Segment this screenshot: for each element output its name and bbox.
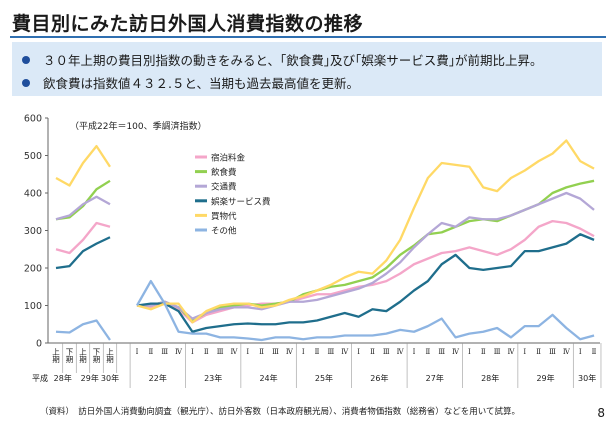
x-tick-label: Ⅳ bbox=[563, 348, 571, 356]
x-tick-label: 上期 bbox=[78, 348, 87, 365]
x-tick-label: Ⅰ bbox=[413, 348, 416, 356]
x-tick-label: 下期 bbox=[92, 348, 101, 365]
summary-bullet-2: 飲食費は指数値４３２.５と、当期も過去最高値を更新。 bbox=[22, 73, 359, 92]
x-tick-label: Ⅳ bbox=[286, 348, 294, 356]
x-group-label: 27年 bbox=[426, 373, 444, 383]
summary-bullet-2-text: 飲食費は指数値４３２.５と、当期も過去最高値を更新。 bbox=[43, 76, 359, 91]
bullet-dot-icon bbox=[22, 79, 30, 87]
legend-label: その他 bbox=[211, 226, 237, 237]
summary-bullet-1: ３０年上期の費目別指数の動きをみると、｢飲食費｣及び｢娯楽サービス費｣が前期比上… bbox=[22, 50, 543, 69]
x-tick-label: Ⅰ bbox=[191, 348, 194, 356]
x-group-label: 28年 bbox=[54, 373, 72, 383]
y-tick-label: 300 bbox=[24, 226, 42, 237]
summary-box: ３０年上期の費目別指数の動きをみると、｢飲食費｣及び｢娯楽サービス費｣が前期比上… bbox=[12, 42, 602, 96]
legend-label: 交通費 bbox=[211, 182, 237, 193]
chart-note: （平成22年＝100、季調済指数） bbox=[70, 120, 207, 132]
x-tick-label: Ⅱ bbox=[148, 348, 153, 356]
y-tick-label: 100 bbox=[24, 301, 42, 312]
slide-title: 費目別にみた訪日外国人消費指数の推移 bbox=[12, 13, 364, 35]
source-note: （資料） 訪日外国人消費動向調査（観光庁）、訪日外客数（日本政府観光局）、消費者… bbox=[40, 407, 521, 417]
x-group-label: 29年 bbox=[81, 373, 99, 383]
y-tick-label: 200 bbox=[24, 264, 42, 275]
x-group-label: 23年 bbox=[204, 373, 222, 383]
x-tick-label: Ⅱ bbox=[425, 348, 430, 356]
legend-label: 買物代 bbox=[211, 211, 237, 222]
x-tick-label: Ⅲ bbox=[272, 348, 279, 356]
x-tick-label: 上期 bbox=[51, 348, 60, 365]
x-tick-label: Ⅲ bbox=[383, 348, 390, 356]
legend-label: 宿泊料金 bbox=[211, 153, 246, 164]
x-tick-label: Ⅳ bbox=[230, 348, 238, 356]
x-group-label: 29年 bbox=[536, 373, 554, 383]
x-tick-label: Ⅳ bbox=[175, 348, 183, 356]
x-tick-label: Ⅱ bbox=[536, 348, 541, 356]
series-line-halfyear bbox=[55, 195, 111, 221]
x-group-label: 30年 bbox=[578, 373, 596, 383]
x-tick-label: Ⅳ bbox=[452, 348, 460, 356]
x-tick-label: Ⅱ bbox=[370, 348, 375, 356]
series-line-halfyear bbox=[55, 236, 111, 270]
series-line-quarterly bbox=[136, 139, 595, 324]
series-line-halfyear bbox=[55, 144, 111, 187]
x-tick-label: Ⅲ bbox=[161, 348, 168, 356]
x-tick-label: Ⅱ bbox=[592, 348, 597, 356]
x-group-label: 28年 bbox=[481, 373, 499, 383]
legend-label: 飲食費 bbox=[211, 167, 237, 178]
x-tick-label: Ⅱ bbox=[481, 348, 486, 356]
x-group-label: 22年 bbox=[149, 373, 167, 383]
x-tick-label: Ⅳ bbox=[397, 348, 405, 356]
x-tick-label: Ⅲ bbox=[549, 348, 556, 356]
title-underline bbox=[10, 36, 606, 38]
series-line-quarterly bbox=[137, 191, 595, 320]
x-tick-label: Ⅳ bbox=[341, 348, 349, 356]
series-line-halfyear bbox=[55, 221, 111, 255]
x-tick-label: 上期 bbox=[105, 348, 114, 365]
x-tick-label: Ⅰ bbox=[302, 348, 305, 356]
x-tick-label: Ⅱ bbox=[315, 348, 320, 356]
series-line-quarterly bbox=[136, 279, 595, 342]
series-line-halfyear bbox=[55, 319, 111, 341]
x-group-label: 25年 bbox=[315, 373, 333, 383]
x-tick-label: Ⅰ bbox=[523, 348, 526, 356]
page-number: 8 bbox=[597, 406, 605, 420]
x-tick-label: Ⅱ bbox=[204, 348, 209, 356]
x-group-label: 24年 bbox=[259, 373, 277, 383]
x-tick-label: Ⅳ bbox=[507, 348, 515, 356]
series-line-quarterly bbox=[136, 233, 595, 333]
legend-label: 娯楽サービス費 bbox=[211, 196, 271, 207]
x-tick-label: Ⅱ bbox=[259, 348, 264, 356]
x-group-label: 30年 bbox=[101, 373, 119, 383]
x-tick-label: Ⅰ bbox=[246, 348, 249, 356]
y-tick-label: 0 bbox=[36, 339, 42, 350]
x-tick-label: Ⅲ bbox=[438, 348, 445, 356]
x-tick-label: Ⅰ bbox=[357, 348, 360, 356]
x-tick-label: Ⅲ bbox=[494, 348, 501, 356]
y-tick-label: 400 bbox=[24, 189, 42, 200]
y-tick-label: 500 bbox=[24, 151, 42, 162]
summary-bullet-1-text: ３０年上期の費目別指数の動きをみると、｢飲食費｣及び｢娯楽サービス費｣が前期比上… bbox=[43, 53, 543, 68]
x-tick-label: 下期 bbox=[65, 348, 74, 365]
x-tick-label: Ⅰ bbox=[136, 348, 139, 356]
x-tick-label: Ⅰ bbox=[468, 348, 471, 356]
series-line-halfyear bbox=[55, 179, 111, 221]
y-tick-label: 600 bbox=[24, 114, 42, 125]
x-tick-label: Ⅰ bbox=[579, 348, 582, 356]
x-tick-label: Ⅲ bbox=[217, 348, 224, 356]
x-tick-label: Ⅲ bbox=[328, 348, 335, 356]
x-group-label: 26年 bbox=[370, 373, 388, 383]
era-label: 平成 bbox=[32, 373, 48, 383]
bullet-dot-icon bbox=[22, 56, 30, 64]
